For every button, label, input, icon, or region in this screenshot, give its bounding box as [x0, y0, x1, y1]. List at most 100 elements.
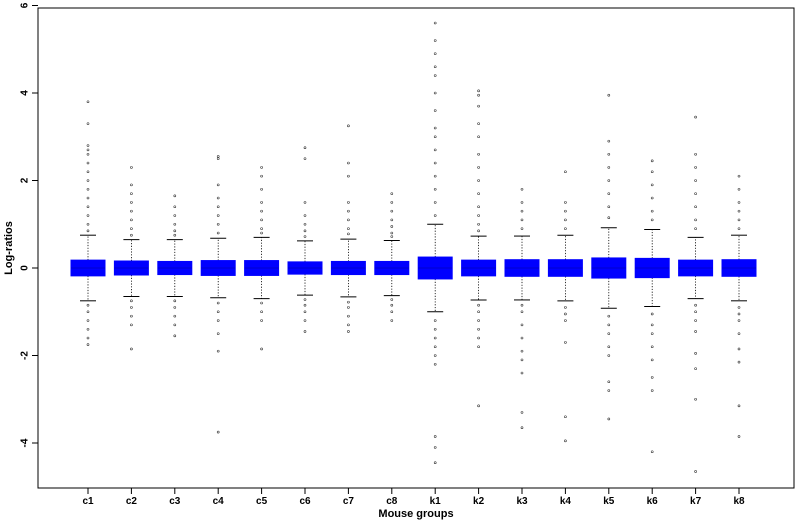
outlier-point: [130, 299, 133, 303]
box-group-c4: [200, 155, 236, 434]
outlier-point: [173, 299, 177, 303]
outlier-point: [86, 144, 90, 147]
outlier-point: [86, 161, 90, 165]
y-tick-label: -2: [20, 351, 31, 360]
outlier-point: [694, 115, 697, 119]
outlier-point: [390, 231, 394, 235]
x-axis-title: Mouse groups: [378, 508, 453, 520]
outlier-point: [737, 187, 741, 191]
plot-frame: [37, 7, 795, 489]
outlier-point: [433, 327, 437, 331]
outlier-point: [130, 192, 133, 195]
outlier-point: [86, 222, 90, 226]
outlier-point: [607, 152, 611, 156]
outlier-point: [260, 174, 263, 178]
outlier-point: [260, 301, 263, 305]
outlier-point: [303, 201, 307, 204]
box-group-k3: [504, 187, 540, 429]
x-tick-label: c6: [299, 496, 311, 507]
outlier-point: [477, 303, 480, 307]
outlier-point: [477, 166, 480, 169]
outlier-point: [737, 218, 741, 222]
outlier-point: [260, 201, 263, 204]
outlier-point: [86, 187, 90, 191]
outlier-point: [477, 205, 480, 209]
outlier-point: [433, 65, 437, 69]
outlier-point: [216, 196, 220, 200]
outlier-point: [477, 336, 480, 340]
outlier-point: [86, 229, 90, 233]
outlier-point: [564, 209, 567, 213]
x-tick-label: c3: [169, 496, 181, 507]
x-tick-label: c2: [126, 496, 138, 507]
outlier-point: [433, 187, 437, 191]
outlier-point: [216, 155, 220, 158]
outlier-point: [303, 222, 307, 226]
outlier-point: [607, 93, 611, 97]
outlier-point: [477, 404, 480, 408]
outlier-point: [347, 300, 350, 304]
outlier-point: [173, 222, 177, 226]
outlier-point: [694, 367, 697, 370]
outlier-point: [130, 218, 133, 222]
outlier-point: [130, 306, 133, 309]
outlier-point: [607, 345, 611, 349]
outlier-point: [347, 161, 350, 165]
outlier-point: [650, 376, 654, 379]
outlier-point: [650, 218, 654, 222]
outlier-point: [216, 349, 220, 353]
outlier-point: [216, 205, 220, 209]
outlier-point: [86, 100, 90, 104]
outlier-point: [433, 21, 437, 25]
outlier-point: [347, 314, 350, 318]
outlier-point: [303, 303, 307, 307]
outlier-point: [650, 450, 654, 454]
outlier-point: [433, 91, 437, 95]
outlier-point: [650, 159, 654, 163]
x-tick-label: c5: [256, 496, 268, 507]
outlier-point: [86, 196, 90, 200]
outlier-point: [433, 148, 437, 152]
outlier-point: [347, 201, 350, 204]
outlier-point: [694, 227, 697, 230]
outlier-point: [130, 201, 133, 204]
outlier-point: [173, 194, 177, 198]
boxes-layer: [70, 21, 757, 473]
outlier-point: [86, 343, 90, 346]
outlier-point: [347, 330, 350, 333]
outlier-point: [173, 323, 177, 327]
outlier-point: [173, 214, 177, 217]
outlier-point: [173, 334, 177, 338]
outlier-point: [173, 205, 177, 209]
outlier-point: [737, 347, 741, 351]
outlier-point: [433, 174, 437, 178]
outlier-point: [737, 404, 741, 408]
outlier-point: [347, 227, 350, 230]
outlier-point: [564, 439, 567, 443]
outlier-point: [564, 415, 567, 419]
outlier-point: [650, 196, 654, 200]
outlier-point: [737, 312, 741, 316]
outlier-point: [607, 216, 611, 219]
outlier-point: [650, 209, 654, 213]
box-group-k7: [678, 115, 714, 473]
outlier-point: [520, 218, 524, 222]
x-tick-label: k7: [690, 496, 702, 507]
outlier-point: [520, 358, 524, 362]
box-group-k6: [634, 159, 670, 454]
outlier-point: [433, 446, 437, 449]
outlier-point: [173, 229, 177, 233]
outlier-point: [694, 218, 697, 222]
outlier-point: [433, 135, 437, 139]
x-tick-label: k1: [430, 496, 442, 507]
outlier-point: [390, 201, 394, 204]
outlier-point: [607, 417, 611, 421]
outlier-point: [477, 135, 480, 139]
y-tick-label: -4: [20, 438, 31, 447]
y-tick-label: 4: [20, 90, 31, 96]
outlier-point: [130, 227, 133, 230]
outlier-point: [260, 166, 263, 169]
outlier-point: [216, 430, 220, 434]
outlier-point: [737, 435, 741, 438]
